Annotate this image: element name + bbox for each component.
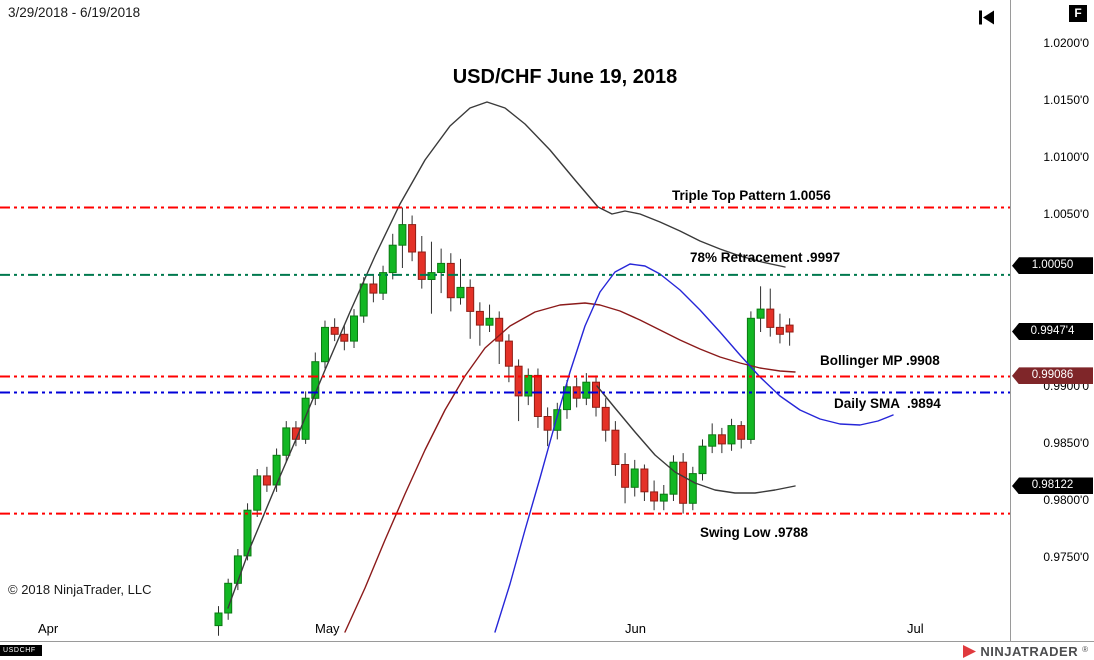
copyright-label: © 2018 NinjaTrader, LLC xyxy=(8,582,152,597)
brand-name: NINJATRADER xyxy=(980,644,1079,659)
x-axis-label-jun: Jun xyxy=(625,621,646,636)
y-axis-tick-label: 1.0050'0 xyxy=(1043,207,1089,222)
y-axis-tick-label: 1.0150'0 xyxy=(1043,93,1089,108)
price-marker-upper-band: 1.00050 xyxy=(1012,257,1093,275)
triple-top-annotation: Triple Top Pattern 1.0056 xyxy=(672,188,831,203)
x-axis-label-may: May xyxy=(315,621,340,636)
daily-sma-annotation: Daily SMA .9894 xyxy=(834,396,941,411)
price-marker-lower-band: 0.98122 xyxy=(1012,477,1093,495)
y-axis-tick-label: 0.9750'0 xyxy=(1043,550,1089,564)
price-marker-last-price: 0.9947'4 xyxy=(1012,323,1093,341)
retracement-annotation: 78% Retracement .9997 xyxy=(690,250,841,265)
fixed-scale-button[interactable]: F xyxy=(1069,5,1087,22)
x-axis-label-apr: Apr xyxy=(38,621,59,636)
bollinger-mp-annotation: Bollinger MP .9908 xyxy=(820,353,940,368)
swing-low-annotation: Swing Low .9788 xyxy=(700,525,809,540)
y-axis-tick-label: 1.0200'0 xyxy=(1043,36,1089,50)
date-range-label: 3/29/2018 - 6/19/2018 xyxy=(8,5,141,20)
status-bar: USDCHF NINJATRADER ® xyxy=(0,641,1094,660)
ninjatrader-flag-icon xyxy=(963,645,977,658)
go-to-last-bar-button[interactable] xyxy=(977,10,997,25)
price-axis[interactable]: 1.0200'0 1.0150'0 1.0100'0 1.0050'0 0.9900'0… xyxy=(1010,0,1094,641)
skip-to-start-icon xyxy=(979,10,994,25)
y-axis-tick-label: 0.9850'0 xyxy=(1043,435,1089,450)
price-chart xyxy=(0,101,1010,636)
registered-mark: ® xyxy=(1082,645,1088,654)
price-marker-bollinger-mp: 0.99086 xyxy=(1012,367,1093,385)
chart-title: USD/CHF June 19, 2018 xyxy=(452,66,678,88)
y-axis-tick-label: 0.9800'0 xyxy=(1043,492,1089,507)
instrument-chip: USDCHF xyxy=(0,645,42,656)
ninjatrader-logo: NINJATRADER ® xyxy=(963,644,1088,659)
x-axis-label-jul: Jul xyxy=(907,621,924,636)
y-axis-tick-label: 1.0100'0 xyxy=(1043,150,1089,165)
